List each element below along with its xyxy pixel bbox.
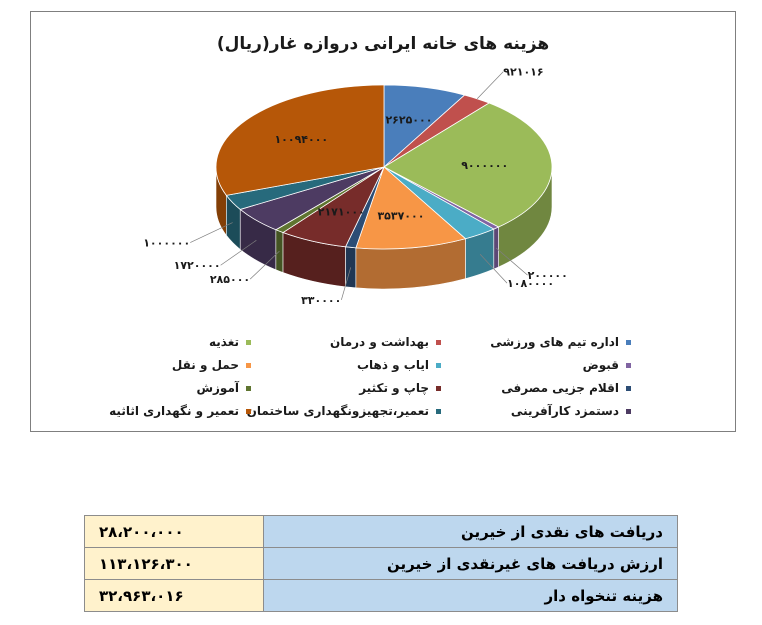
- slice-data-label: ۱۷۲۰۰۰۰: [174, 259, 221, 272]
- cash-donations-label: دریافت های نقدی از خیرین: [263, 515, 678, 548]
- legend-swatch: [626, 386, 631, 391]
- slice-data-label: ۲۱۷۱۰۰۰: [318, 206, 365, 219]
- slice-data-label: ۹۲۱۰۱۶: [503, 66, 543, 79]
- leader-line: [479, 254, 508, 284]
- noncash-donations-label: ارزش دریافت های غیرنقدی از خیرین: [263, 547, 678, 580]
- legend-item: حمل و نقل: [172, 358, 251, 372]
- leader-line: [341, 267, 352, 300]
- legend-label: دستمزد کارآفرینی: [510, 404, 619, 418]
- legend-label: اداره تیم های ورزشی: [490, 335, 619, 349]
- legend-item: تعمیر،تجهیزونگهداری ساختمان: [247, 404, 441, 418]
- pie-tops: [215, 84, 553, 250]
- slice-data-label: ۲۰۰۰۰۰: [528, 269, 568, 282]
- leader-line: [249, 250, 280, 280]
- legend-label: ایاب و ذهاب: [356, 358, 429, 372]
- slice-data-label: ۲۸۵۰۰۰: [210, 273, 250, 286]
- summary-table: ۲۸،۲۰۰،۰۰۰ دریافت های نقدی از خیرین ۱۱۳،…: [84, 515, 678, 612]
- pie-slice: [355, 166, 467, 250]
- legend-item: بهداشت و درمان: [330, 335, 441, 349]
- leader-line: [476, 71, 504, 100]
- legend-swatch: [436, 340, 441, 345]
- pie-slice: [215, 84, 385, 196]
- table-row: ۳۲،۹۶۳،۰۱۶ هزینه تنخواه دار: [84, 579, 678, 612]
- leader-line: [190, 222, 233, 243]
- legend-swatch: [436, 409, 441, 414]
- legend-swatch: [246, 363, 251, 368]
- leader-line: [495, 247, 528, 276]
- legend-label: چاپ و تکثیر: [359, 381, 429, 395]
- legend-item: قبوض: [583, 358, 631, 372]
- noncash-donations-value: ۱۱۳،۱۲۶،۳۰۰: [84, 547, 264, 580]
- pie-slice-side: [493, 226, 499, 270]
- legend-swatch: [626, 409, 631, 414]
- leader-line: [220, 240, 257, 266]
- legend-swatch: [246, 409, 251, 414]
- legend-swatch: [436, 386, 441, 391]
- legend-swatch: [246, 386, 251, 391]
- legend-swatch: [246, 340, 251, 345]
- legend-label: اقلام جزیی مصرفی: [501, 381, 619, 395]
- legend-label: قبوض: [582, 358, 619, 372]
- legend-label: آموزش: [196, 381, 239, 395]
- legend-label: تغذیه: [209, 335, 239, 349]
- petty-cash-value: ۳۲،۹۶۳،۰۱۶: [84, 579, 264, 612]
- table-row: ۲۸،۲۰۰،۰۰۰ دریافت های نقدی از خیرین: [84, 515, 678, 548]
- legend-label: حمل و نقل: [171, 358, 239, 372]
- legend-item: آموزش: [196, 381, 251, 395]
- legend-label: تعمیر،تجهیزونگهداری ساختمان: [246, 404, 429, 418]
- legend-label: تعمیر و نگهداری اثاثیه: [109, 404, 239, 418]
- pie-sides: [215, 166, 553, 290]
- slice-data-label: ۱۰۰۰۰۰۰: [143, 237, 190, 250]
- legend-swatch: [626, 363, 631, 368]
- table-row: ۱۱۳،۱۲۶،۳۰۰ ارزش دریافت های غیرنقدی از خ…: [84, 547, 678, 580]
- chart-title: هزینه های خانه ایرانی دروازه غار(ریال): [216, 34, 550, 54]
- pie-slice-side: [275, 229, 284, 273]
- cash-donations-value: ۲۸،۲۰۰،۰۰۰: [84, 515, 264, 548]
- petty-cash-label: هزینه تنخواه دار: [263, 579, 678, 612]
- legend-item: ایاب و ذهاب: [357, 358, 441, 372]
- legend-item: اقلام جزیی مصرفی: [501, 381, 631, 395]
- slice-data-label: ۳۵۳۷۰۰۰: [377, 209, 424, 222]
- slice-data-label: ۳۳۰۰۰۰: [301, 294, 341, 307]
- legend-item: تغذیه: [209, 335, 251, 349]
- legend-label: بهداشت و درمان: [329, 335, 429, 349]
- legend-swatch: [436, 363, 441, 368]
- slice-data-label: ۱۰۰۹۴۰۰۰: [274, 133, 328, 146]
- slice-data-label: ۹۰۰۰۰۰۰: [461, 159, 508, 172]
- legend-item: تعمیر و نگهداری اثاثیه: [109, 404, 251, 418]
- legend-item: دستمزد کارآفرینی: [511, 404, 631, 418]
- slice-data-label: ۲۶۲۵۰۰۰: [385, 113, 432, 126]
- pie-slice-side: [345, 246, 357, 289]
- chart-area: هزینه های خانه ایرانی دروازه غار(ریال) ۲…: [30, 11, 736, 432]
- legend-swatch: [626, 340, 631, 345]
- slice-data-label: ۱۰۸۰۰۰۰: [507, 277, 554, 290]
- pie-slice: [383, 102, 553, 228]
- legend-item: اداره تیم های ورزشی: [490, 335, 631, 349]
- legend-item: چاپ و تکثیر: [359, 381, 441, 395]
